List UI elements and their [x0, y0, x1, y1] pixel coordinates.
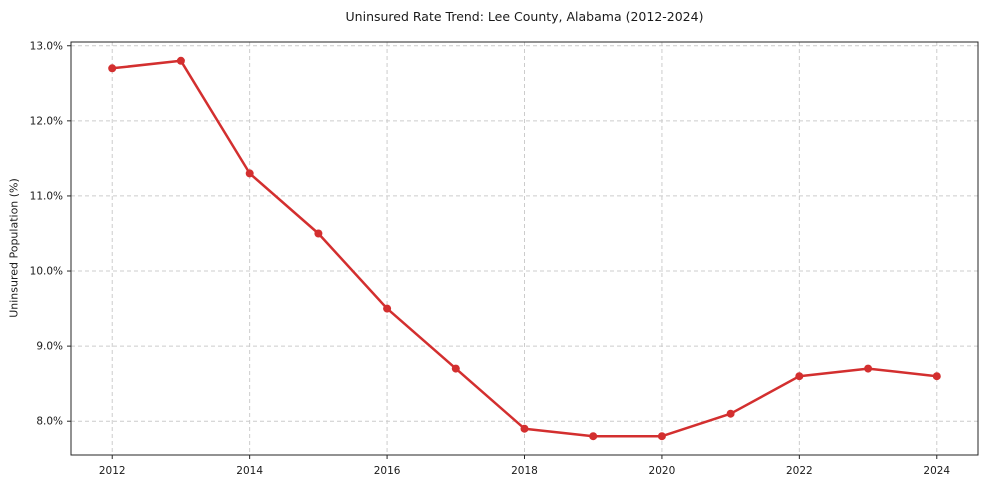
- data-point: [726, 409, 735, 418]
- y-tick-label: 12.0%: [30, 115, 63, 127]
- x-tick-label: 2020: [649, 465, 676, 477]
- data-point: [245, 169, 254, 178]
- y-axis: 8.0% 9.0% 10.0% 11.0% 12.0% 13.0%: [30, 40, 71, 428]
- y-tick-label: 9.0%: [36, 341, 63, 353]
- data-point: [176, 56, 185, 65]
- x-tick-label: 2012: [99, 465, 126, 477]
- chart-title: Uninsured Rate Trend: Lee County, Alabam…: [345, 9, 704, 24]
- x-tick-label: 2014: [236, 465, 263, 477]
- x-axis: 2012 2014 2016 2018 2020 2022 2024: [99, 455, 950, 477]
- data-point: [314, 229, 323, 238]
- data-point: [520, 424, 529, 433]
- data-point: [795, 372, 804, 381]
- grid: [71, 42, 978, 455]
- data-point: [383, 304, 392, 313]
- data-point: [108, 64, 117, 73]
- data-points: [108, 56, 941, 441]
- data-point: [657, 432, 666, 441]
- x-tick-label: 2016: [374, 465, 401, 477]
- data-point: [932, 372, 941, 381]
- x-tick-label: 2022: [786, 465, 813, 477]
- data-point: [451, 364, 460, 373]
- x-tick-label: 2018: [511, 465, 538, 477]
- data-point: [589, 432, 598, 441]
- y-tick-label: 10.0%: [30, 266, 63, 278]
- data-point: [864, 364, 873, 373]
- y-tick-label: 11.0%: [30, 190, 63, 202]
- y-tick-label: 13.0%: [30, 40, 63, 52]
- x-tick-label: 2024: [923, 465, 950, 477]
- y-tick-label: 8.0%: [36, 416, 63, 428]
